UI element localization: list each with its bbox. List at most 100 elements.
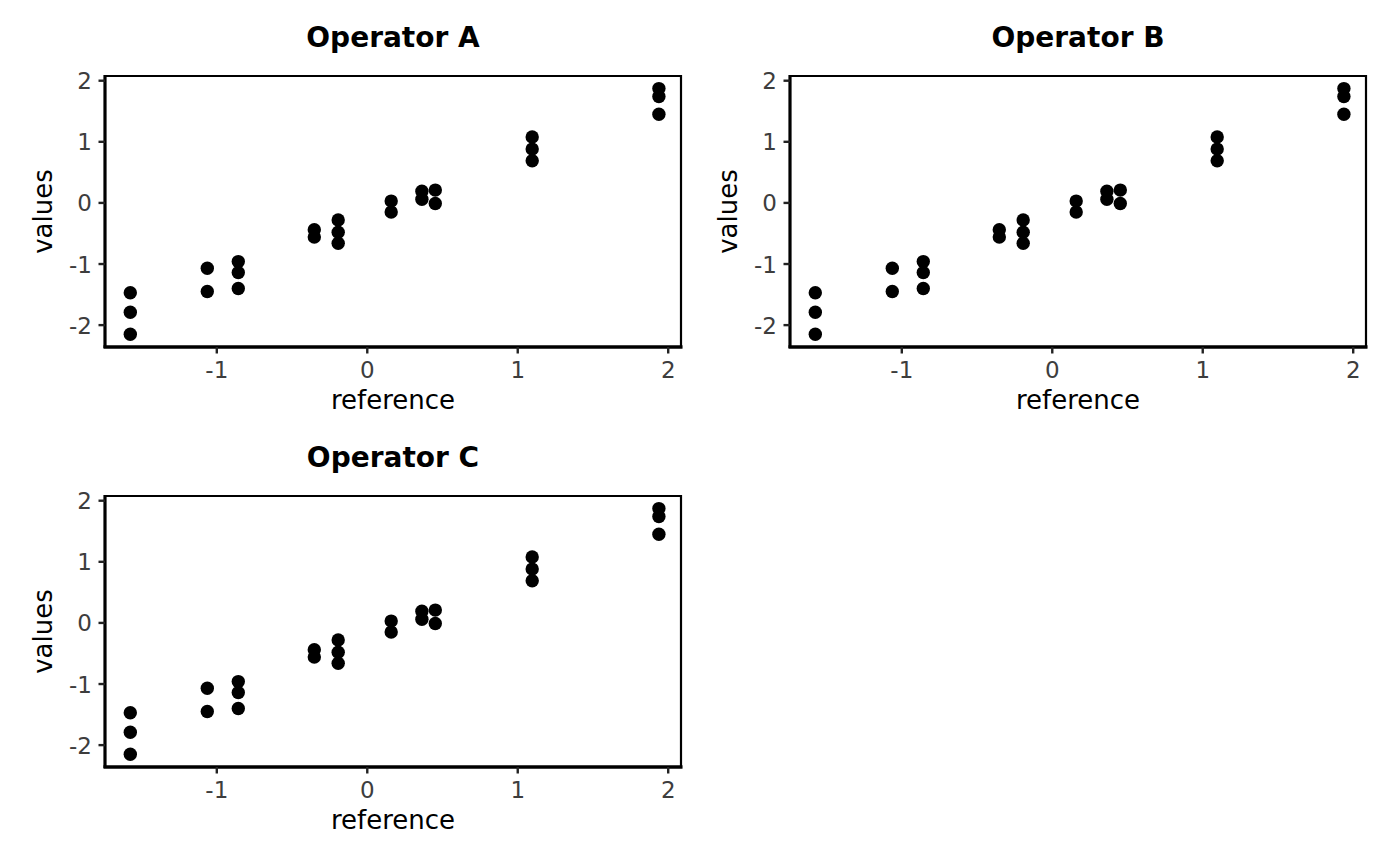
chart-panel-operator-a: -2 -1 0 1 2 2 1 0 -1 Operator A reference values <box>0 0 700 433</box>
y-tick-label: 2 <box>77 488 92 514</box>
data-point <box>1017 226 1030 239</box>
data-point <box>526 154 539 167</box>
y-tick-label: 0 <box>77 610 92 636</box>
x-tick-label: 1 <box>510 357 525 383</box>
data-point <box>1114 197 1127 210</box>
y-tick-label: 1 <box>77 549 92 575</box>
data-point <box>652 502 665 515</box>
data-point <box>809 328 822 341</box>
y-tick-label: 2 <box>77 68 92 94</box>
data-point <box>1337 82 1350 95</box>
data-point <box>232 255 245 268</box>
y-tick-label: -2 <box>69 733 92 759</box>
x-tick-label: 1 <box>510 777 525 803</box>
data-point <box>652 528 665 541</box>
x-tick-label: -1 <box>205 357 228 383</box>
data-point <box>201 285 214 298</box>
data-point <box>1211 154 1224 167</box>
y-tick-label: -1 <box>69 672 92 698</box>
data-point <box>332 633 345 646</box>
x-tick-label: 2 <box>1346 357 1361 383</box>
y-tick-label: 1 <box>77 129 92 155</box>
data-point <box>526 562 539 575</box>
data-point <box>429 603 442 616</box>
data-point <box>385 614 398 627</box>
data-point <box>232 282 245 295</box>
data-point <box>886 285 899 298</box>
data-point <box>526 130 539 143</box>
data-point <box>332 646 345 659</box>
data-point <box>232 702 245 715</box>
x-tick-label: -1 <box>205 777 228 803</box>
data-point <box>652 108 665 121</box>
y-tick-label: 0 <box>762 190 777 216</box>
data-point <box>415 185 428 198</box>
data-point <box>993 223 1006 236</box>
scatter-plot-operator-b: -2 -1 0 1 2 2 1 0 -1 Operator B reference values <box>685 0 1385 433</box>
data-point <box>332 213 345 226</box>
data-point <box>526 574 539 587</box>
data-point <box>652 82 665 95</box>
figure-canvas: -2 -1 0 1 2 2 1 0 -1 Operator A reference values… <box>0 0 1400 866</box>
data-point <box>124 706 137 719</box>
data-point <box>1337 108 1350 121</box>
chart-panel-operator-b: -2 -1 0 1 2 2 1 0 -1 Operator B reference values <box>685 0 1385 433</box>
data-point <box>124 306 137 319</box>
data-point <box>232 675 245 688</box>
data-point <box>124 726 137 739</box>
data-point <box>1211 130 1224 143</box>
data-point <box>1114 183 1127 196</box>
x-tick-label: -1 <box>890 357 913 383</box>
y-tick-label: -1 <box>69 252 92 278</box>
chart-title: Operator A <box>306 21 480 54</box>
x-axis-label: reference <box>331 385 455 415</box>
x-tick-label: 2 <box>661 357 676 383</box>
y-axis-label: values <box>28 169 58 254</box>
data-point <box>124 328 137 341</box>
data-point <box>1100 185 1113 198</box>
x-tick-label: 0 <box>360 777 375 803</box>
chart-title: Operator B <box>991 21 1164 54</box>
data-point <box>809 306 822 319</box>
x-axis-label: reference <box>331 805 455 835</box>
data-point <box>429 183 442 196</box>
data-point <box>1017 213 1030 226</box>
y-tick-label: 0 <box>77 190 92 216</box>
data-point <box>385 194 398 207</box>
data-point <box>201 682 214 695</box>
data-point <box>886 262 899 275</box>
x-tick-label: 0 <box>1045 357 1060 383</box>
y-axis-label: values <box>713 169 743 254</box>
data-point <box>809 286 822 299</box>
data-point <box>1070 194 1083 207</box>
x-tick-label: 2 <box>661 777 676 803</box>
data-point <box>332 226 345 239</box>
chart-panel-operator-c: -2 -1 0 1 2 2 1 0 -1 Operator C reference values <box>0 420 700 853</box>
data-point <box>429 197 442 210</box>
y-axis-label: values <box>28 589 58 674</box>
scatter-plot-operator-c: -2 -1 0 1 2 2 1 0 -1 Operator C reference values <box>0 420 700 853</box>
x-tick-label: 1 <box>1195 357 1210 383</box>
y-tick-label: -1 <box>754 252 777 278</box>
y-tick-label: -2 <box>69 313 92 339</box>
data-point <box>917 282 930 295</box>
y-tick-label: 2 <box>762 68 777 94</box>
data-point <box>201 262 214 275</box>
data-point <box>1211 142 1224 155</box>
data-point <box>124 748 137 761</box>
data-point <box>526 550 539 563</box>
data-point <box>124 286 137 299</box>
data-point <box>308 643 321 656</box>
x-axis-label: reference <box>1016 385 1140 415</box>
x-tick-label: 0 <box>360 357 375 383</box>
y-tick-label: 1 <box>762 129 777 155</box>
y-tick-label: -2 <box>754 313 777 339</box>
data-point <box>308 223 321 236</box>
scatter-plot-operator-a: -2 -1 0 1 2 2 1 0 -1 Operator A reference values <box>0 0 700 433</box>
data-point <box>526 142 539 155</box>
chart-title: Operator C <box>307 441 479 474</box>
data-point <box>917 255 930 268</box>
data-point <box>429 617 442 630</box>
data-point <box>201 705 214 718</box>
data-point <box>415 605 428 618</box>
